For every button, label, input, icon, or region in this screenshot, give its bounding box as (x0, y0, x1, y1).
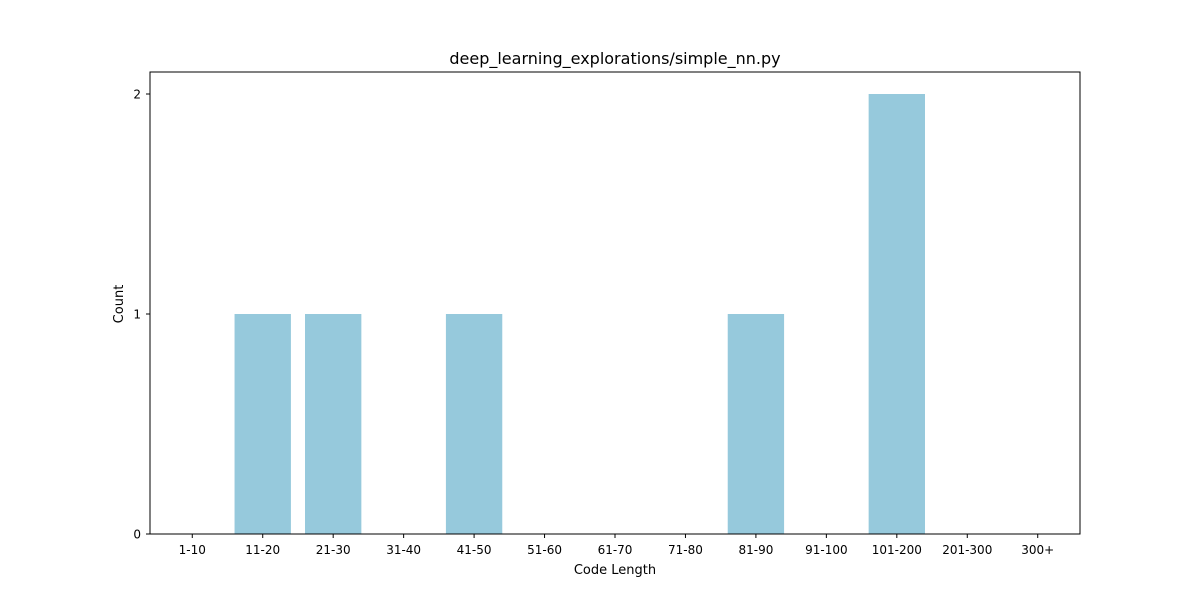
y-tick-label: 2 (133, 88, 141, 102)
bar-11-20 (234, 314, 291, 534)
y-tick-label: 1 (133, 308, 141, 322)
x-tick-label: 300+ (1021, 543, 1054, 557)
x-ticks-layer: 1-10 11-20 21-30 31-40 41-50 51-60 61-70 71-80 8… (179, 534, 1054, 557)
x-tick-label: 101-200 (872, 543, 922, 557)
bar-41-50 (445, 314, 503, 534)
y-tick-label: 0 (133, 528, 141, 542)
x-tick-label: 51-60 (527, 543, 562, 557)
x-tick-label: 21-30 (316, 543, 351, 557)
bars-layer (234, 94, 925, 534)
x-tick-label: 91-100 (805, 543, 848, 557)
bar-21-30 (305, 314, 362, 534)
chart-title: deep_learning_explorations/simple_nn.py (449, 49, 780, 69)
x-tick-label: 31-40 (386, 543, 421, 557)
x-tick-label: 61-70 (598, 543, 633, 557)
x-tick-label: 71-80 (668, 543, 703, 557)
x-tick-label: 11-20 (245, 543, 280, 557)
y-ticks-layer: 0 1 2 (133, 88, 150, 542)
x-tick-label: 201-300 (942, 543, 992, 557)
x-tick-label: 41-50 (457, 543, 492, 557)
bar-101-200 (868, 94, 925, 534)
x-axis-label: Code Length (574, 563, 656, 578)
x-tick-label: 1-10 (179, 543, 206, 557)
y-axis-label: Count (112, 285, 127, 324)
bar-81-90 (727, 314, 785, 534)
x-tick-label: 81-90 (738, 543, 773, 557)
